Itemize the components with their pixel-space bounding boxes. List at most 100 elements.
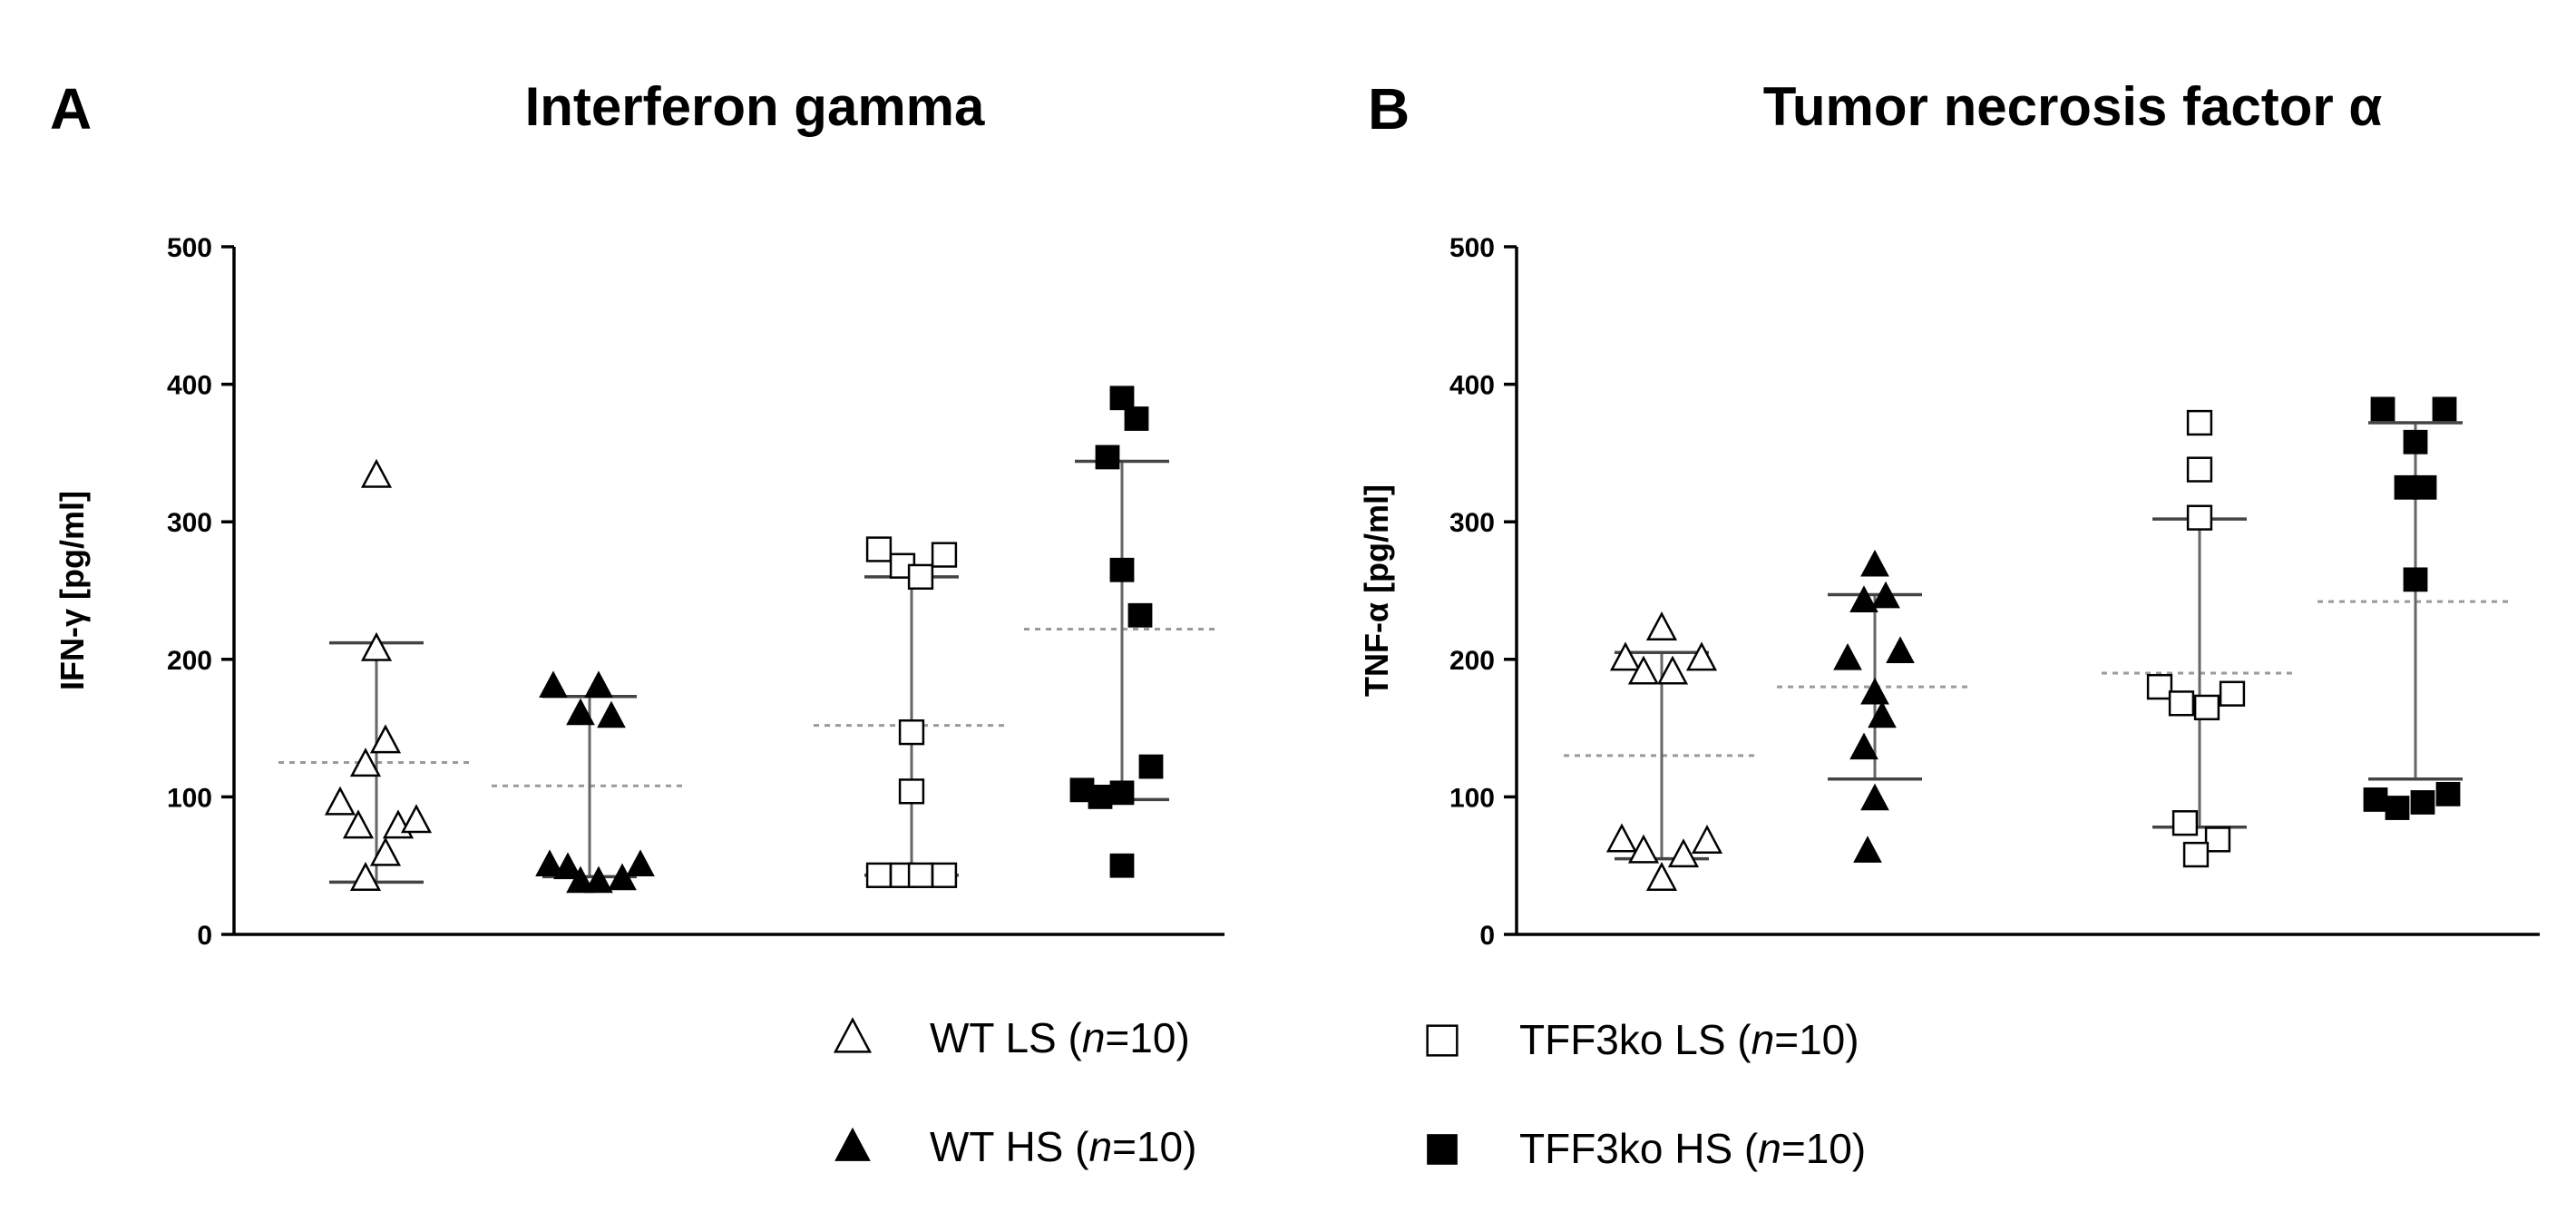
data-point [2403,567,2428,592]
legend-item-ko_ls: TFF3ko LS (n=10) [1426,1016,1859,1063]
data-point [1088,785,1113,809]
data-point [584,865,613,894]
y-tick-label: 100 [1449,783,1495,813]
legend-label: TFF3ko LS (n=10) [1519,1016,1859,1063]
legend-label: TFF3ko HS (n=10) [1519,1125,1866,1172]
y-tick-label: 0 [197,921,212,951]
data-point [584,670,613,698]
y-tick-label: 400 [167,371,212,401]
data-point [2193,694,2220,721]
y-axis-title: IFN-γ [pg/ml] [54,491,91,690]
square-filled-icon [1427,1134,1458,1165]
data-point [360,631,393,661]
data-point [1124,406,1149,431]
y-tick-label: 500 [1449,233,1495,263]
y-tick-label: 500 [167,233,212,263]
panel-a-title: Interferon gamma [525,76,985,137]
data-point [342,809,375,839]
series-triangle-filled [1777,549,1973,863]
data-point [2168,690,2195,717]
data-point [865,536,893,562]
data-point [1138,754,1164,779]
data-point [1656,655,1689,685]
y-tick-label: 300 [1449,508,1495,538]
data-point [349,748,382,777]
data-point [907,862,934,888]
data-point [2182,841,2210,868]
data-point [1860,549,1889,577]
data-point [2435,781,2461,806]
data-point [597,700,626,728]
data-point [553,852,582,880]
data-point [2186,456,2213,483]
data-point [1109,557,1135,582]
panel-b-plot: 0 100 200 300 400 500 TNF-α [pg/ml] [1358,233,2540,951]
data-point [931,542,958,568]
square-open-icon [1426,1024,1459,1057]
panel-a-letter: A [50,76,92,142]
data-point [1886,636,1915,664]
data-point [2410,790,2435,815]
data-point [2432,396,2457,422]
y-tick-label: 0 [1479,921,1495,951]
series-square-open [2102,409,2298,868]
triangle-filled-icon [834,1127,871,1161]
legend-item-wt_ls: WT LS (n=10) [833,1014,1190,1061]
data-point [1849,732,1878,760]
data-point [1645,861,1678,891]
data-point [931,862,958,888]
triangle-open-icon [833,1017,873,1053]
data-point [865,862,893,888]
y-tick-label: 400 [1449,371,1495,401]
data-point [1609,641,1642,671]
data-point [324,786,356,816]
data-point [1627,834,1660,864]
data-point [1871,581,1900,609]
data-point [907,563,934,590]
data-point [1833,642,1862,670]
data-point [369,836,402,866]
data-point [349,861,382,891]
panel-a-plot: 0 100 200 300 400 500 IFN-γ [pg/ml] [54,233,1225,951]
series-square-filled [2317,396,2513,820]
y-tick-label: 200 [1449,646,1495,676]
data-point [369,724,402,754]
data-point [539,670,568,698]
data-point [1645,611,1678,641]
series-square-open [814,536,1010,888]
data-point [1109,386,1135,411]
data-point [1627,655,1660,685]
y-axis-title: TNF-α [pg/ml] [1358,484,1395,697]
series-triangle-open [1564,611,1760,891]
data-point [566,698,595,726]
legend-item-wt_hs: WT HS (n=10) [834,1123,1196,1170]
series-triangle-filled [492,670,688,894]
series-triangle-open [278,458,474,891]
data-point [1109,853,1135,878]
legend: WT LS (n=10) WT HS (n=10) TFF3ko LS (n=10)… [833,1014,1866,1172]
legend-label: WT LS (n=10) [930,1014,1190,1061]
data-point [626,849,655,877]
panel-b-letter: B [1368,76,1410,142]
data-point [566,865,595,894]
data-point [535,849,564,877]
data-point [1860,783,1889,811]
data-point [2370,396,2395,422]
data-point [1109,780,1135,806]
data-point [1868,700,1897,728]
data-point [2186,409,2213,436]
y-tick-label: 100 [167,783,212,813]
panel-b-title: Tumor necrosis factor α [1763,76,2383,137]
data-point [2219,680,2246,707]
y-tick-label: 200 [167,646,212,676]
panel-b: B Tumor necrosis factor α 0 100 200 300 400 5… [1358,76,2540,951]
series-square-filled [1024,386,1220,878]
data-point [1685,641,1718,671]
data-point [898,718,925,746]
data-point [1605,823,1638,853]
data-point [2186,504,2213,531]
data-point [1860,677,1889,705]
y-tick-label: 300 [167,508,212,538]
data-point [2204,826,2231,853]
